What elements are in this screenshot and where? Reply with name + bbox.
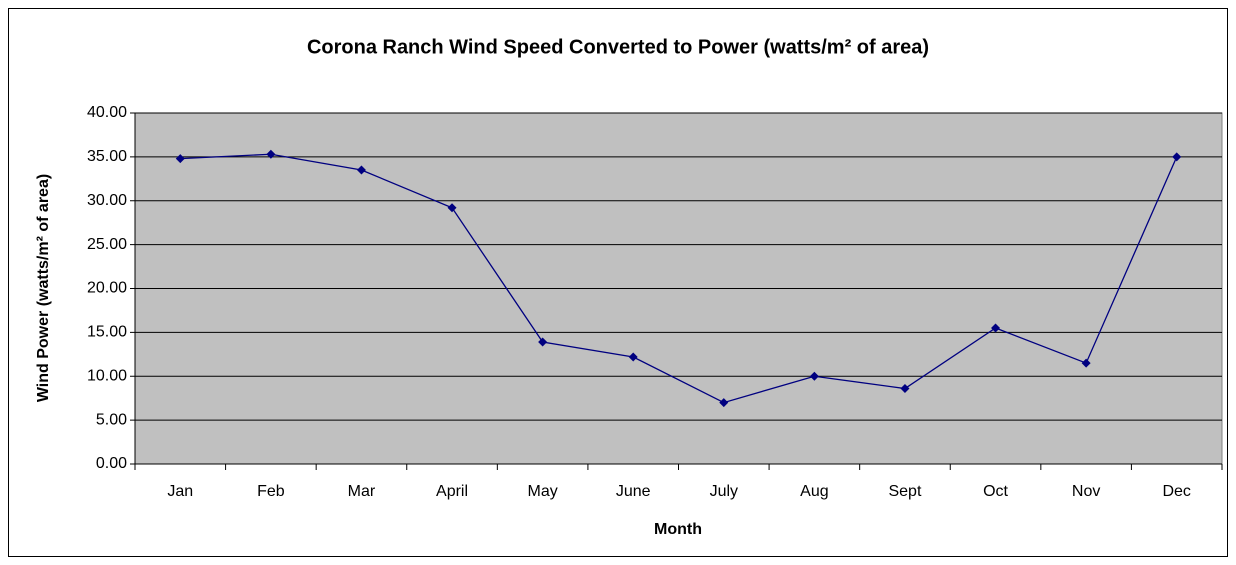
y-axis-title: Wind Power (watts/m² of area) xyxy=(35,174,52,402)
x-tick-label: Dec xyxy=(1162,483,1190,500)
y-tick-label: 10.00 xyxy=(87,367,127,384)
y-tick-label: 35.00 xyxy=(87,148,127,165)
y-tick-label: 25.00 xyxy=(87,236,127,253)
data-point xyxy=(1081,358,1091,368)
x-tick-label: Nov xyxy=(1072,483,1100,500)
data-point xyxy=(719,398,729,408)
x-tick-label: Oct xyxy=(983,483,1008,500)
y-tick-label: 15.00 xyxy=(87,324,127,341)
data-point xyxy=(900,384,910,394)
x-tick-label: Sept xyxy=(888,483,921,500)
x-tick-label: June xyxy=(616,483,651,500)
chart-title: Corona Ranch Wind Speed Converted to Pow… xyxy=(307,36,929,58)
x-tick-label: April xyxy=(436,483,468,500)
y-tick-label: 40.00 xyxy=(87,104,127,121)
x-tick-label: Mar xyxy=(348,483,376,500)
data-point xyxy=(266,149,276,159)
data-point xyxy=(628,352,638,362)
x-tick-label: Feb xyxy=(257,483,285,500)
data-point xyxy=(447,203,457,213)
data-point xyxy=(538,337,548,347)
data-point xyxy=(175,154,185,164)
data-point xyxy=(356,165,366,175)
x-tick-label: Jan xyxy=(167,483,193,500)
data-point xyxy=(991,323,1001,333)
y-tick-label: 5.00 xyxy=(96,411,127,428)
data-point xyxy=(1172,152,1182,162)
x-tick-label: July xyxy=(710,483,738,500)
x-tick-label: May xyxy=(528,483,558,500)
x-tick-label: Aug xyxy=(800,483,828,500)
data-line xyxy=(180,153,1178,404)
x-axis-title: Month xyxy=(654,521,702,538)
y-tick-label: 0.00 xyxy=(96,455,127,472)
y-tick-label: 30.00 xyxy=(87,192,127,209)
y-tick-label: 20.00 xyxy=(87,280,127,297)
data-point xyxy=(809,371,819,381)
